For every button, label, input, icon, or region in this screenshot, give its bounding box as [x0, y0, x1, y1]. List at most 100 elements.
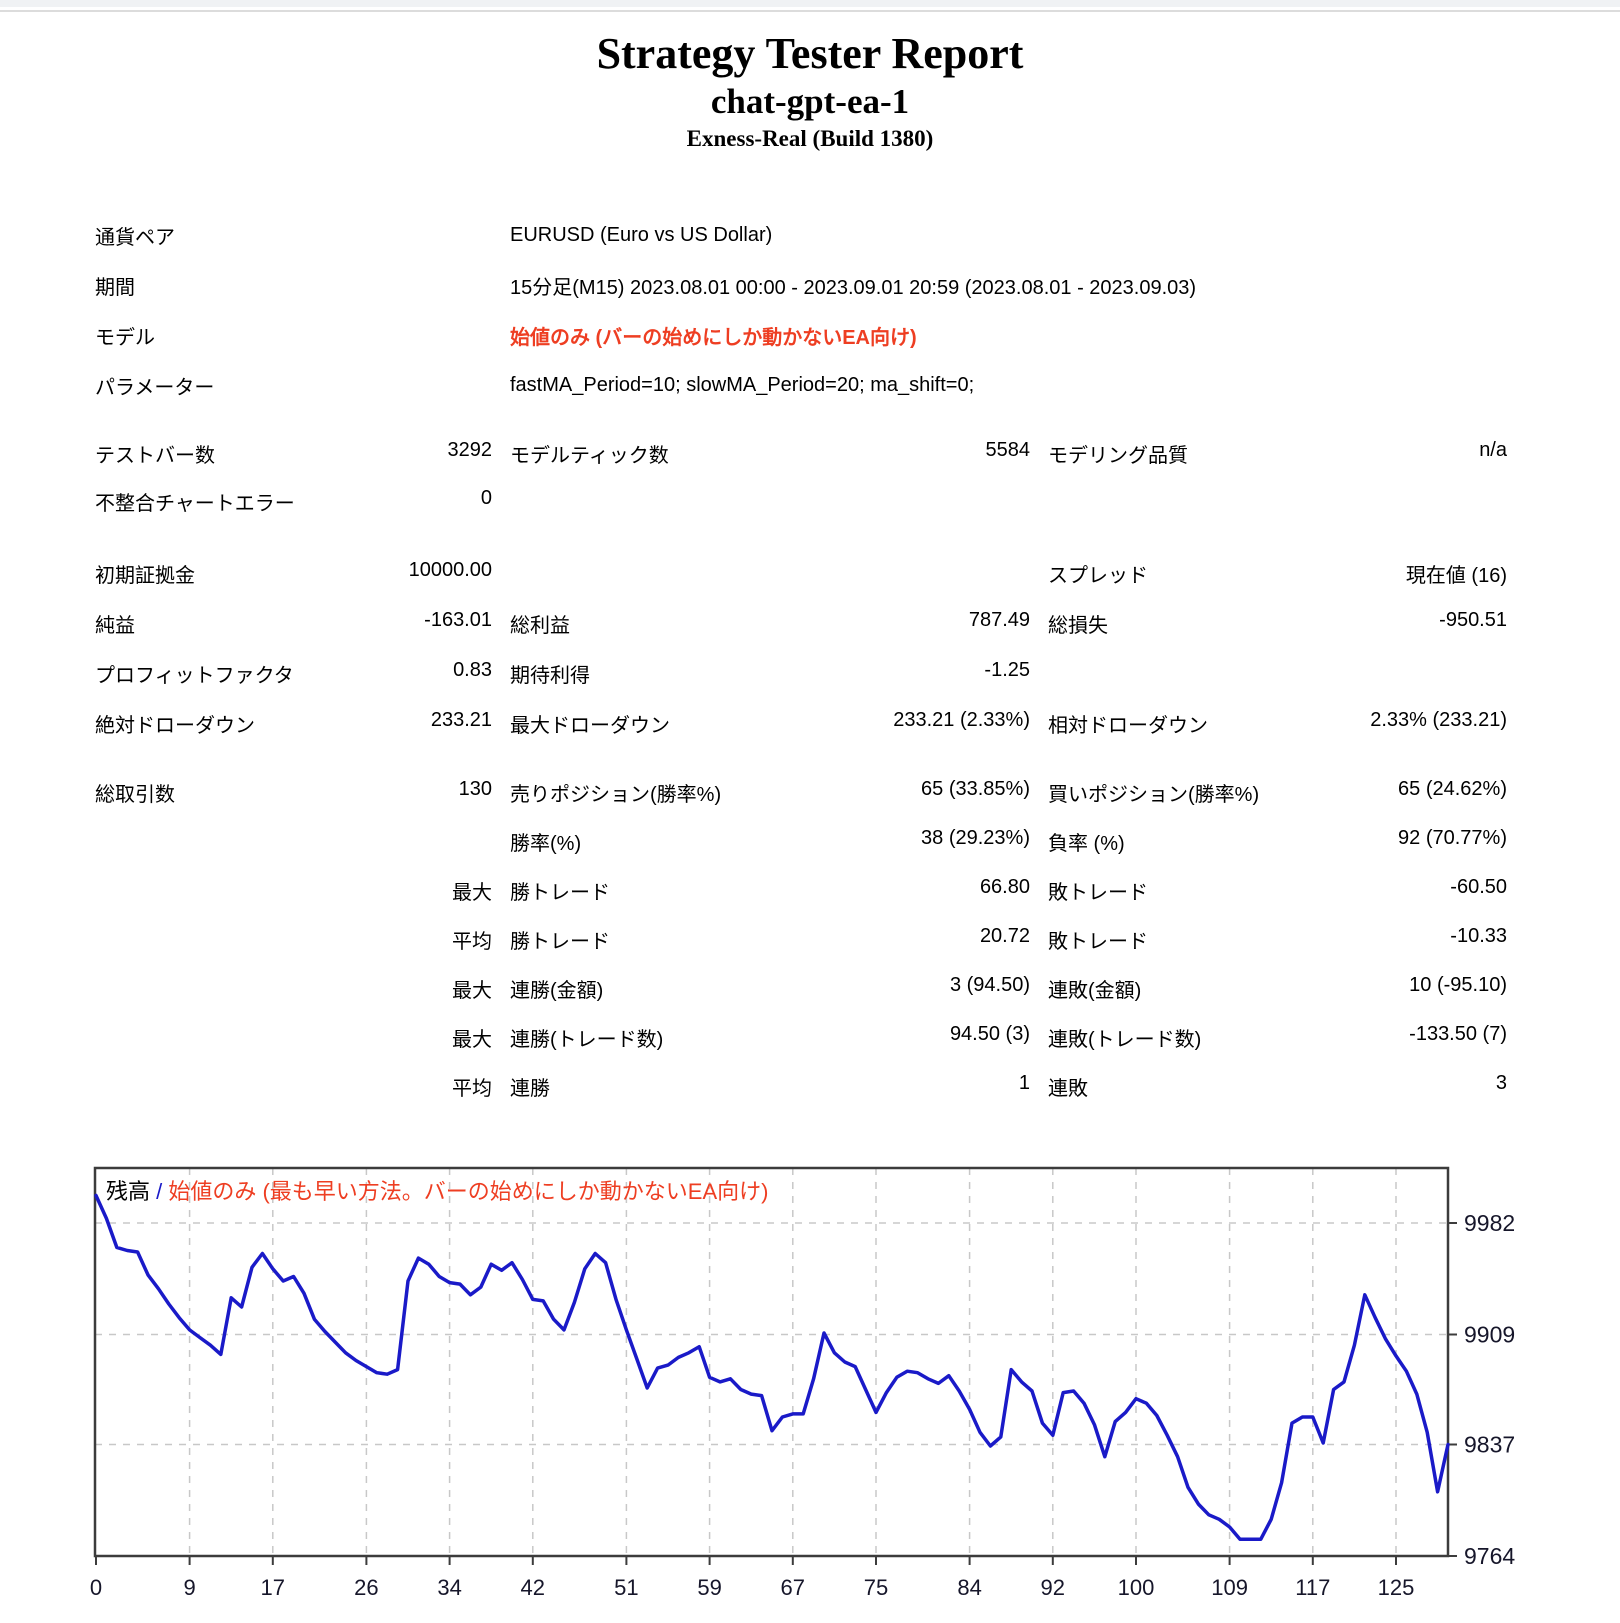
stat-value: 10 (-95.10)	[1409, 974, 1507, 996]
stat-cell: 平均	[95, 925, 492, 954]
stat-value: 10000.00	[408, 558, 492, 581]
y-tick-label: 9764	[1464, 1543, 1515, 1569]
x-tick-label: 26	[354, 1575, 378, 1600]
stat-cell: モデリング品質 n/a	[1048, 439, 1507, 468]
stat-cell: 連敗(トレード数) -133.50 (7)	[1048, 1023, 1507, 1052]
info-row: 通貨ペア EURUSD (Euro vs US Dollar)	[95, 210, 1507, 260]
info-value: 始値のみ (バーの始めにしか動かないEA向け)	[510, 326, 917, 349]
x-tick-label: 59	[697, 1575, 721, 1600]
stat-value: 3	[1495, 1072, 1507, 1094]
stat-label: プロフィットファクタ	[95, 664, 294, 687]
test-results-table: テストバー数 3292 モデルティック数 5584 モデリング品質 n/a 不整合チャートエ…	[95, 429, 1507, 1111]
stat-cell: 不整合チャートエラー 0	[95, 487, 492, 516]
stat-label: 総利益	[510, 614, 570, 637]
stat-value: 1	[1018, 1072, 1030, 1094]
x-tick-label: 84	[957, 1575, 981, 1600]
stat-label: 初期証拠金	[95, 564, 195, 587]
stat-cell: 連敗 3	[1048, 1072, 1507, 1101]
stat-label: 連敗	[1048, 1078, 1088, 1100]
stat-value: 2.33% (233.21)	[1370, 708, 1507, 731]
balance-chart: 0 9 17 26 34 42 51 59 67 75 84 92 100 109 117 125 9982 99…	[80, 1130, 1560, 1618]
info-value: 15分足(M15) 2023.08.01 00:00 - 2023.09.01 …	[510, 276, 1197, 299]
stat-cell: 最大ドローダウン 233.21 (2.33%)	[510, 709, 1030, 738]
stat-label: 連勝(トレード数)	[510, 1029, 664, 1051]
stat-label: スプレッド	[1048, 564, 1148, 587]
stat-cell: 連勝(金額) 3 (94.50)	[510, 974, 1030, 1003]
stat-value: 平均	[452, 931, 492, 953]
stat-value: 787.49	[968, 608, 1030, 631]
stat-value: 3292	[447, 438, 493, 461]
top-divider-line	[0, 10, 1620, 12]
stat-cell: 最大	[95, 974, 492, 1003]
x-tick-label: 42	[521, 1575, 545, 1600]
stat-label: テストバー数	[95, 444, 215, 467]
stat-label: 連勝	[510, 1078, 550, 1100]
info-row: パラメーター fastMA_Period=10; slowMA_Period=20…	[95, 360, 1507, 410]
stat-cell: 負率 (%) 92 (70.77%)	[1048, 827, 1507, 856]
stat-row: 不整合チャートエラー 0	[95, 477, 1507, 525]
stat-cell: テストバー数 3292	[95, 439, 492, 468]
stat-label: 純益	[95, 614, 135, 637]
stat-group: 総取引数 130 売りポジション(勝率%) 65 (33.85%) 買いポジション(勝率…	[95, 768, 1507, 1111]
stat-label: 勝率(%)	[510, 833, 582, 855]
info-row: 期間 15分足(M15) 2023.08.01 00:00 - 2023.09.0…	[95, 260, 1507, 310]
stat-value: 38 (29.23%)	[921, 827, 1030, 849]
stat-label: 連敗(金額)	[1048, 980, 1142, 1002]
stat-cell: 絶対ドローダウン 233.21	[95, 709, 492, 738]
stat-value: 65 (24.62%)	[1398, 778, 1507, 800]
stat-cell: プロフィットファクタ 0.83	[95, 659, 492, 688]
stat-value: 66.80	[979, 876, 1030, 898]
stat-label: 最大ドローダウン	[510, 714, 670, 737]
stat-value: -60.50	[1450, 876, 1507, 898]
stat-label: 売りポジション(勝率%)	[510, 784, 722, 806]
stat-label: 不整合チャートエラー	[95, 492, 295, 515]
info-label: パラメーター	[95, 376, 215, 399]
legend-balance-label: 残高	[106, 1179, 156, 1204]
stat-row: 平均 勝トレード 20.72 敗トレード -10.33	[95, 915, 1507, 964]
stat-label: モデリング品質	[1048, 444, 1188, 467]
stat-cell: 勝率(%) 38 (29.23%)	[510, 827, 1030, 856]
stat-label: 買いポジション(勝率%)	[1048, 784, 1260, 806]
stat-row: 絶対ドローダウン 233.21 最大ドローダウン 233.21 (2.33%) 相対ドロ…	[95, 698, 1507, 748]
y-tick-label: 9909	[1464, 1322, 1515, 1348]
stat-cell: 勝トレード 66.80	[510, 876, 1030, 905]
stat-cell: 敗トレード -60.50	[1048, 876, 1507, 905]
stat-label: 総損失	[1048, 614, 1108, 637]
stat-group: テストバー数 3292 モデルティック数 5584 モデリング品質 n/a 不整合チャートエ…	[95, 429, 1507, 525]
stat-cell: 最大	[95, 1023, 492, 1052]
stat-cell: 連勝(トレード数) 94.50 (3)	[510, 1023, 1030, 1052]
x-tick-label: 100	[1118, 1575, 1155, 1600]
stat-cell: 敗トレード -10.33	[1048, 925, 1507, 954]
stat-cell: スプレッド 現在値 (16)	[1048, 559, 1507, 588]
stat-label: 敗トレード	[1048, 882, 1148, 904]
stat-value: 最大	[452, 980, 492, 1002]
stat-value: 233.21	[430, 708, 492, 731]
stat-value: 0.83	[453, 658, 492, 681]
info-label: 期間	[95, 276, 135, 299]
stat-value: 94.50 (3)	[949, 1023, 1030, 1045]
report-title: Strategy Tester Report	[596, 29, 1024, 78]
stat-value: 0	[480, 486, 492, 509]
stat-label: 期待利得	[510, 664, 590, 687]
stat-cell: 総取引数 130	[95, 778, 492, 807]
legend-separator: /	[156, 1179, 168, 1204]
stat-cell: 平均	[95, 1072, 492, 1101]
info-value: fastMA_Period=10; slowMA_Period=20; ma_s…	[510, 373, 975, 396]
stat-value: 65 (33.85%)	[921, 778, 1030, 800]
y-tick-label: 9837	[1464, 1431, 1515, 1457]
stat-value: 最大	[452, 1029, 492, 1051]
test-settings-table: 通貨ペア EURUSD (Euro vs US Dollar) 期間 15分足(M15…	[95, 210, 1507, 410]
stat-row: テストバー数 3292 モデルティック数 5584 モデリング品質 n/a	[95, 429, 1507, 477]
stat-row: 純益 -163.01 総利益 787.49 総損失 -950.51	[95, 598, 1507, 648]
stat-value: -10.33	[1450, 925, 1507, 947]
x-tick-label: 67	[781, 1575, 805, 1600]
info-row: モデル 始値のみ (バーの始めにしか動かないEA向け)	[95, 310, 1507, 360]
stat-value: 20.72	[979, 925, 1030, 947]
x-tick-label: 17	[261, 1575, 285, 1600]
stat-row: 勝率(%) 38 (29.23%) 負率 (%) 92 (70.77%)	[95, 817, 1507, 866]
stat-label: 連勝(金額)	[510, 980, 604, 1002]
stat-row: 最大 勝トレード 66.80 敗トレード -60.50	[95, 866, 1507, 915]
browser-top-strip	[0, 0, 1620, 7]
stat-value: -163.01	[424, 608, 492, 631]
info-label: 通貨ペア	[95, 226, 175, 249]
